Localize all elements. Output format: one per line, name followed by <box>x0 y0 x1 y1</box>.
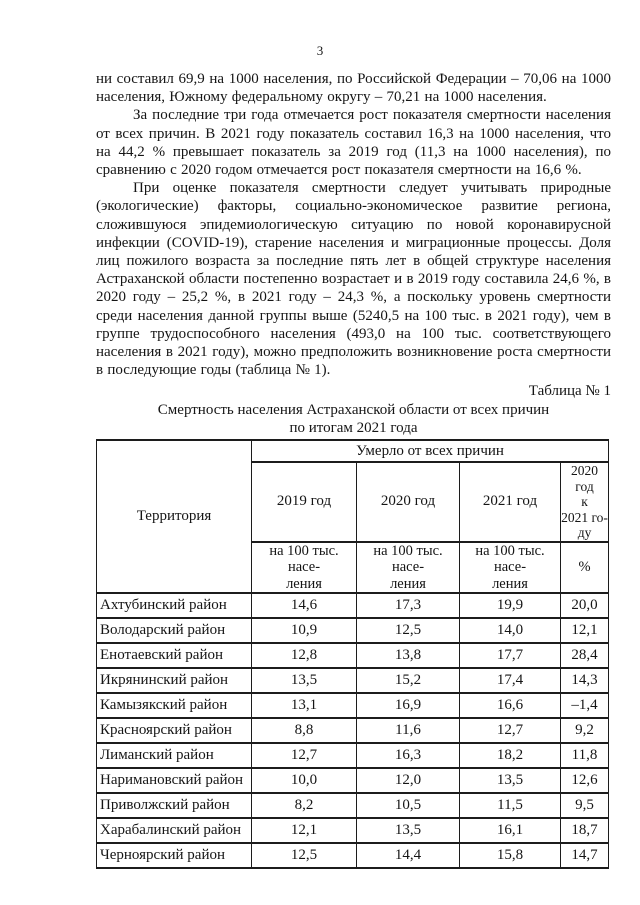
territory-cell: Икрянинский район <box>96 667 252 695</box>
table-body: Ахтубинский район 14,6 17,3 19,9 20,0 Володар… <box>96 592 610 870</box>
change-cell: 12,6 <box>559 767 610 795</box>
mortality-table: Территория Умерло от всех причин 2019 го… <box>96 439 610 870</box>
value-2019-cell: 13,1 <box>251 692 357 720</box>
value-2019-cell: 8,2 <box>251 792 357 820</box>
header-change: 2020 год к 2021 го- ду <box>559 461 610 543</box>
territory-cell: Приволжский район <box>96 792 252 820</box>
value-2020-cell: 12,5 <box>356 617 460 645</box>
territory-cell: Лиманский район <box>96 742 252 770</box>
value-2019-cell: 12,5 <box>251 842 357 870</box>
value-2019-cell: 10,9 <box>251 617 357 645</box>
unit-2019: на 100 тыс. насе- ления <box>251 540 357 595</box>
value-2019-cell: 12,1 <box>251 817 357 845</box>
change-cell: 14,7 <box>559 842 610 870</box>
change-cell: 18,7 <box>559 817 610 845</box>
territory-cell: Ахтубинский район <box>96 592 252 620</box>
table-caption: Таблица № 1 <box>528 383 611 400</box>
territory-cell: Володарский район <box>96 617 252 645</box>
table-row: Черноярский район 12,5 14,4 15,8 14,7 <box>96 842 610 870</box>
table-row: Ахтубинский район 14,6 17,3 19,9 20,0 <box>96 592 610 620</box>
unit-2021: на 100 тыс. насе- ления <box>459 540 561 595</box>
change-cell: 20,0 <box>559 592 610 620</box>
table-row: Наримановский район 10,0 12,0 13,5 12,6 <box>96 767 610 795</box>
territory-cell: Камызякский район <box>96 692 252 720</box>
value-2019-cell: 13,5 <box>251 667 357 695</box>
value-2019-cell: 14,6 <box>251 592 357 620</box>
value-2019-cell: 12,8 <box>251 642 357 670</box>
table-row: Лиманский район 12,7 16,3 18,2 11,8 <box>96 742 610 770</box>
paragraph: За последние три года отмечается рост по… <box>96 107 611 179</box>
unit-2020: на 100 тыс. насе- ления <box>356 540 460 595</box>
value-2021-cell: 18,2 <box>459 742 561 770</box>
value-2020-cell: 13,8 <box>356 642 460 670</box>
value-2021-cell: 17,4 <box>459 667 561 695</box>
table-title-line1: Смертность населения Астраханской област… <box>157 401 550 418</box>
value-2021-cell: 14,0 <box>459 617 561 645</box>
territory-cell: Черноярский район <box>96 842 252 870</box>
table-row: Харабалинский район 12,1 13,5 16,1 18,7 <box>96 817 610 845</box>
table-row: Володарский район 10,9 12,5 14,0 12,1 <box>96 617 610 645</box>
change-cell: 12,1 <box>559 617 610 645</box>
table-row: Енотаевский район 12,8 13,8 17,7 28,4 <box>96 642 610 670</box>
change-cell: 9,2 <box>559 717 610 745</box>
table-row: Камызякский район 13,1 16,9 16,6 –1,4 <box>96 692 610 720</box>
value-2020-cell: 14,4 <box>356 842 460 870</box>
value-2021-cell: 19,9 <box>459 592 561 620</box>
change-cell: 14,3 <box>559 667 610 695</box>
table-header-row-units: на 100 тыс. насе- ления на 100 тыс. насе… <box>97 540 610 595</box>
value-2021-cell: 17,7 <box>459 642 561 670</box>
value-2021-cell: 13,5 <box>459 767 561 795</box>
change-cell: 9,5 <box>559 792 610 820</box>
value-2020-cell: 15,2 <box>356 667 460 695</box>
value-2021-cell: 15,8 <box>459 842 561 870</box>
page-number: 3 <box>316 43 324 58</box>
value-2019-cell: 12,7 <box>251 742 357 770</box>
change-cell: 11,8 <box>559 742 610 770</box>
table-row: Икрянинский район 13,5 15,2 17,4 14,3 <box>96 667 610 695</box>
header-territory: Территория <box>96 439 252 595</box>
unit-change-percent: % <box>559 540 610 595</box>
value-2020-cell: 11,6 <box>356 717 460 745</box>
value-2020-cell: 16,9 <box>356 692 460 720</box>
territory-cell: Наримановский район <box>96 767 252 795</box>
value-2020-cell: 10,5 <box>356 792 460 820</box>
value-2021-cell: 12,7 <box>459 717 561 745</box>
header-2021: 2021 год <box>459 461 561 543</box>
table-title-line2: по итогам 2021 года <box>289 419 418 436</box>
header-2019: 2019 год <box>251 461 357 543</box>
value-2021-cell: 16,6 <box>459 692 561 720</box>
territory-cell: Енотаевский район <box>96 642 252 670</box>
change-cell: 28,4 <box>559 642 610 670</box>
header-group: Умерло от всех причин <box>250 439 610 464</box>
value-2020-cell: 12,0 <box>356 767 460 795</box>
value-2020-cell: 13,5 <box>356 817 460 845</box>
paragraph: При оценке показателя смертности следует… <box>96 180 611 379</box>
change-cell: –1,4 <box>559 692 610 720</box>
value-2019-cell: 8,8 <box>251 717 357 745</box>
value-2019-cell: 10,0 <box>251 767 357 795</box>
table-header-row-group: Территория Умерло от всех причин <box>96 439 610 595</box>
table-header-row-years: 2019 год 2020 год 2021 год 2020 год к 20… <box>97 461 610 543</box>
header-2020: 2020 год <box>356 461 460 543</box>
table-row: Приволжский район 8,2 10,5 11,5 9,5 <box>96 792 610 820</box>
value-2021-cell: 16,1 <box>459 817 561 845</box>
value-2020-cell: 16,3 <box>356 742 460 770</box>
value-2020-cell: 17,3 <box>356 592 460 620</box>
document-content: ни составил 69,9 на 1000 населения, по Р… <box>96 70 611 870</box>
territory-cell: Харабалинский район <box>96 817 252 845</box>
territory-cell: Красноярский район <box>96 717 252 745</box>
value-2021-cell: 11,5 <box>459 792 561 820</box>
paragraph: ни составил 69,9 на 1000 населения, по Р… <box>96 71 611 106</box>
table-row: Красноярский район 8,8 11,6 12,7 9,2 <box>96 717 610 745</box>
